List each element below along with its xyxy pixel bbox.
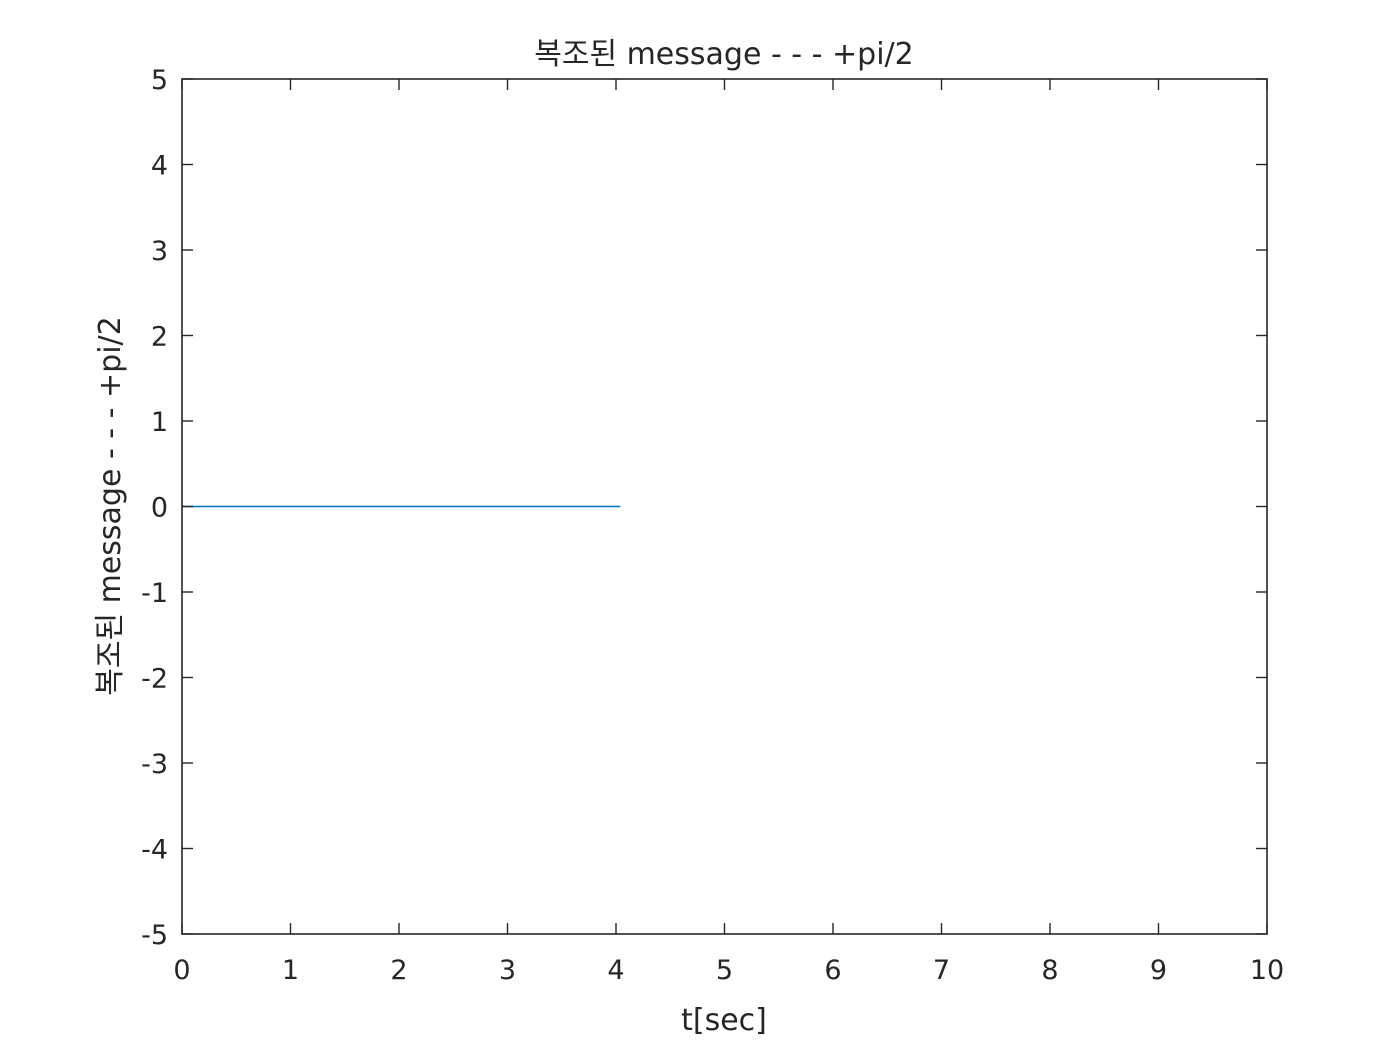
y-tick-label: -4 — [141, 835, 168, 866]
x-tick-label: 3 — [499, 955, 516, 986]
y-tick-label: 3 — [151, 236, 168, 267]
y-tick-label: -1 — [141, 578, 168, 609]
x-axis-label: t[sec] — [681, 1003, 767, 1038]
x-tick-label: 10 — [1250, 955, 1284, 986]
x-tick-label: 1 — [282, 955, 299, 986]
y-tick-label: 5 — [151, 65, 168, 96]
x-tick-label: 5 — [716, 955, 733, 986]
axes-box — [181, 78, 1268, 935]
y-tick-label: 0 — [151, 493, 168, 524]
y-tick-label: 4 — [151, 151, 168, 182]
y-tick-label: -3 — [141, 749, 168, 780]
x-tick-label: 7 — [933, 955, 950, 986]
x-tick-label: 9 — [1150, 955, 1167, 986]
x-tick-label: 2 — [390, 955, 407, 986]
tick-label-layer: 0 1 2 3 4 5 6 7 8 9 10 -5 -4 -3 -2 -1 0 1 2 3 4 5 — [141, 65, 1284, 986]
y-tick-label: 2 — [151, 322, 168, 353]
x-tick-label: 4 — [607, 955, 624, 986]
x-tick-label: 6 — [824, 955, 841, 986]
x-tick-label: 0 — [173, 955, 190, 986]
y-tick-label: -2 — [141, 664, 168, 695]
y-tick-label: 1 — [151, 407, 168, 438]
y-axis-label: 복조된 message - - - +pi/2 — [93, 316, 128, 696]
chart-title: 복조된 message - - - +pi/2 — [534, 37, 914, 72]
x-tick-label: 8 — [1041, 955, 1058, 986]
y-tick-label: -5 — [141, 920, 168, 951]
